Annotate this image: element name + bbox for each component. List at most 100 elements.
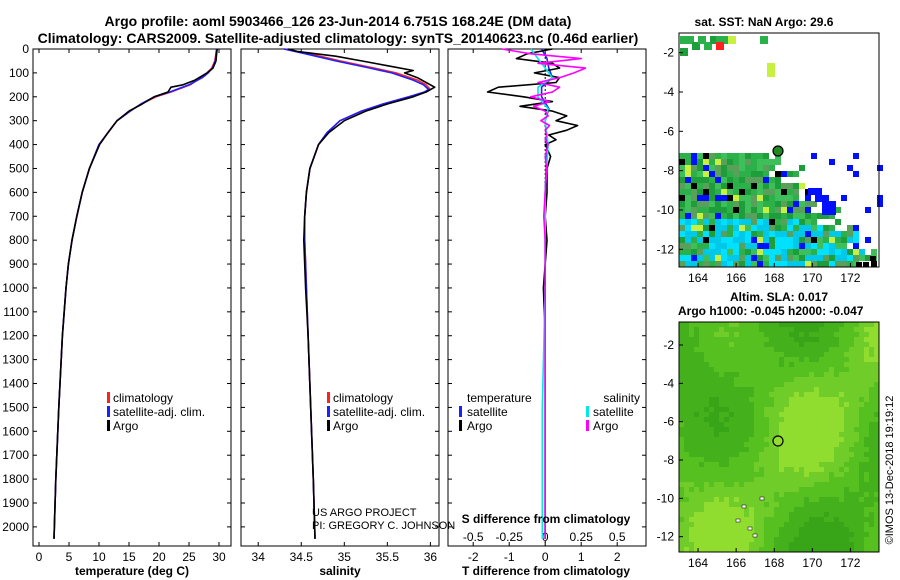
sla-cell	[724, 507, 729, 512]
sla-cell	[709, 492, 714, 497]
sst-cell	[745, 159, 751, 165]
sla-cell	[784, 507, 789, 512]
sst-cell	[727, 207, 733, 213]
sla-cell	[859, 367, 864, 372]
sst-cell	[871, 249, 877, 255]
sla-cell	[849, 452, 854, 457]
sla-cell	[789, 452, 794, 457]
sst-cell	[829, 225, 835, 231]
sla-cell	[699, 487, 704, 492]
sla-cell	[839, 507, 844, 512]
sla-cell	[819, 367, 824, 372]
sla-cell	[684, 362, 689, 367]
depth-tick-label: 1500	[2, 400, 29, 414]
sla-cell	[684, 352, 689, 357]
map-x-tick-label: 170	[802, 556, 822, 570]
sla-cell	[809, 467, 814, 472]
sla-cell	[859, 342, 864, 347]
sst-cell	[853, 255, 859, 261]
sst-cell	[811, 249, 817, 255]
sla-cell	[844, 472, 849, 477]
sla-cell	[754, 487, 759, 492]
legend-satellite: satellite-adj. clim.	[333, 405, 425, 419]
sla-cell	[844, 447, 849, 452]
sla-cell	[839, 537, 844, 542]
sla-cell	[769, 457, 774, 462]
sla-cell	[784, 457, 789, 462]
sla-cell	[804, 512, 809, 517]
sla-cell	[799, 432, 804, 437]
sla-cell	[839, 352, 844, 357]
depth-tick-label: 500	[9, 161, 29, 175]
sla-cell	[799, 477, 804, 482]
sla-cell	[704, 412, 709, 417]
sla-cell	[809, 477, 814, 482]
sla-cell	[804, 492, 809, 497]
sla-cell	[819, 382, 824, 387]
sla-cell	[679, 437, 684, 442]
sla-cell	[809, 462, 814, 467]
sla-cell	[774, 322, 779, 327]
sst-cell	[847, 255, 853, 261]
island-marker	[735, 518, 741, 523]
sst-cell	[709, 219, 715, 225]
sla-cell	[729, 347, 734, 352]
sla-cell	[804, 412, 809, 417]
sla-cell	[714, 362, 719, 367]
sla-cell	[809, 457, 814, 462]
sst-cell	[716, 36, 724, 44]
sla-cell	[804, 407, 809, 412]
depth-tick-label: 800	[9, 233, 29, 247]
sla-cell	[819, 427, 824, 432]
sla-cell	[834, 432, 839, 437]
legend-argo: Argo	[333, 419, 359, 433]
sla-cell	[739, 387, 744, 392]
sla-cell	[804, 417, 809, 422]
sla-cell	[754, 427, 759, 432]
sla-cell	[779, 532, 784, 537]
temperature-legend: climatology satellite-adj. clim. Argo	[107, 391, 205, 433]
sla-cell	[729, 537, 734, 542]
sst-cell	[745, 153, 751, 159]
sla-cell	[689, 402, 694, 407]
sla-cell	[734, 387, 739, 392]
sla-cell	[774, 507, 779, 512]
sla-cell	[849, 407, 854, 412]
sla-cell	[759, 432, 764, 437]
sla-cell	[819, 452, 824, 457]
sla-cell	[689, 422, 694, 427]
sla-cell	[709, 402, 714, 407]
sst-cell	[703, 165, 709, 171]
sla-cell	[829, 402, 834, 407]
sst-cell	[793, 201, 799, 207]
sst-cell	[757, 237, 763, 243]
sla-cell	[774, 422, 779, 427]
sla-cell	[869, 507, 874, 512]
sst-cell	[751, 201, 757, 207]
sst-cell	[763, 201, 769, 207]
sst-cell	[691, 177, 697, 183]
sst-cell	[781, 201, 787, 207]
sla-cell	[689, 442, 694, 447]
sla-cell	[819, 547, 824, 552]
sst-cell	[775, 249, 781, 255]
sla-cell	[854, 407, 859, 412]
sla-cell	[829, 377, 834, 382]
sla-cell	[684, 367, 689, 372]
sla-cell	[759, 512, 764, 517]
sla-cell	[859, 462, 864, 467]
sst-cell	[811, 225, 817, 231]
sla-cell	[774, 517, 779, 522]
credit-project: US ARGO PROJECT	[312, 507, 417, 519]
sla-cell	[729, 382, 734, 387]
sla-cell	[809, 517, 814, 522]
sst-cell	[835, 249, 841, 255]
legend-temp-satellite: satellite	[467, 405, 508, 419]
sla-cell	[834, 527, 839, 532]
sla-cell	[829, 422, 834, 427]
sla-cell	[754, 392, 759, 397]
sla-cell	[769, 417, 774, 422]
sla-cell	[749, 427, 754, 432]
sla-cell	[784, 497, 789, 502]
sla-cell	[814, 422, 819, 427]
